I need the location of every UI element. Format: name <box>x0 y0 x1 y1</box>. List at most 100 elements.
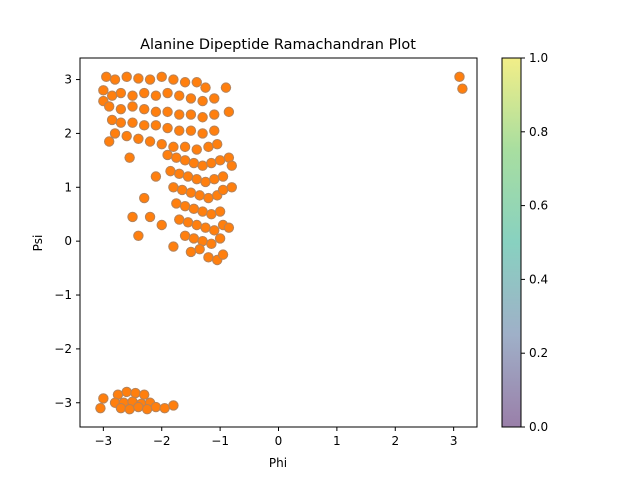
data-point <box>197 95 208 107</box>
data-point <box>121 130 132 142</box>
colorbar-tick-label: 1.0 <box>529 51 548 65</box>
colorbar: 0.0 0.2 0.4 0.6 0.8 1.0 <box>501 51 548 434</box>
data-point <box>185 246 197 258</box>
data-point <box>165 165 176 177</box>
data-point <box>162 149 173 161</box>
data-point <box>191 77 202 88</box>
data-point <box>171 152 182 163</box>
data-point <box>133 401 144 413</box>
data-point <box>203 192 214 204</box>
data-point <box>185 187 197 198</box>
data-point <box>121 386 132 398</box>
data-point <box>103 136 115 147</box>
data-point <box>115 402 127 414</box>
y-tick-label: 2 <box>64 126 72 140</box>
data-point <box>200 82 211 93</box>
data-point <box>214 233 226 244</box>
data-point <box>179 141 191 153</box>
data-point <box>211 138 223 150</box>
data-point <box>168 141 179 153</box>
data-point <box>98 393 109 404</box>
y-axis-label: Psi <box>31 235 45 252</box>
data-point <box>174 214 185 225</box>
data-point <box>162 106 173 118</box>
data-point <box>139 192 150 204</box>
data-point <box>106 114 118 126</box>
data-point <box>454 71 465 83</box>
data-point <box>206 209 217 220</box>
data-point <box>133 73 144 84</box>
data-point <box>191 174 202 185</box>
data-point <box>197 235 208 247</box>
plot-frame <box>79 57 478 428</box>
data-point <box>109 128 121 139</box>
data-point <box>106 90 118 101</box>
data-point <box>127 101 138 112</box>
data-point <box>197 128 208 139</box>
y-tick-label: −3 <box>54 396 72 410</box>
data-point <box>220 82 232 93</box>
colorbar-tick-label: 0.4 <box>529 272 548 286</box>
data-point <box>182 171 194 182</box>
data-point <box>121 71 132 83</box>
data-point <box>197 160 208 171</box>
x-tick-label: 2 <box>391 434 399 448</box>
data-point <box>98 85 109 96</box>
scatter-points <box>95 71 468 415</box>
data-point <box>168 241 179 252</box>
data-point <box>168 74 179 85</box>
data-point <box>124 152 135 163</box>
data-point <box>115 103 127 115</box>
colorbar-tick-label: 0.8 <box>529 125 548 139</box>
data-point <box>150 171 162 182</box>
data-point <box>179 155 191 166</box>
data-point <box>174 168 185 180</box>
data-point <box>223 106 235 118</box>
data-point <box>95 402 106 414</box>
data-point <box>133 133 144 145</box>
y-tick-label: 1 <box>64 180 72 194</box>
data-point <box>168 400 179 411</box>
data-point <box>191 219 202 231</box>
data-point <box>103 101 115 112</box>
data-point <box>209 109 220 120</box>
x-tick-label: −1 <box>211 434 229 448</box>
data-point <box>457 83 468 94</box>
data-point <box>209 125 220 136</box>
data-point <box>174 125 185 136</box>
data-point <box>139 103 150 115</box>
data-point <box>150 90 162 101</box>
y-tick-label: 0 <box>64 234 72 248</box>
data-point <box>188 233 200 244</box>
data-point <box>179 77 191 88</box>
x-tick-label: −3 <box>95 434 113 448</box>
data-point <box>217 249 229 260</box>
colorbar-gradient <box>501 57 522 428</box>
data-point <box>203 141 214 153</box>
data-point <box>168 182 179 193</box>
data-point <box>223 152 235 163</box>
data-point <box>109 74 121 85</box>
data-point <box>206 238 217 250</box>
data-point <box>200 222 211 233</box>
data-point <box>176 184 188 196</box>
data-point <box>150 120 162 131</box>
data-point <box>214 206 226 217</box>
x-tick-label: 0 <box>275 434 283 448</box>
data-point <box>139 120 150 131</box>
data-point <box>188 203 200 215</box>
data-point <box>127 90 138 101</box>
data-point <box>217 184 229 196</box>
data-point <box>115 87 127 99</box>
y-tick-label: −1 <box>54 288 72 302</box>
data-point <box>162 122 173 134</box>
data-point <box>209 93 220 104</box>
data-point <box>101 71 112 83</box>
data-point <box>144 211 156 223</box>
data-point <box>185 109 197 120</box>
data-point <box>194 190 205 201</box>
data-point <box>156 219 167 231</box>
data-point <box>124 404 135 415</box>
colorbar-tick-label: 0.2 <box>529 346 548 360</box>
